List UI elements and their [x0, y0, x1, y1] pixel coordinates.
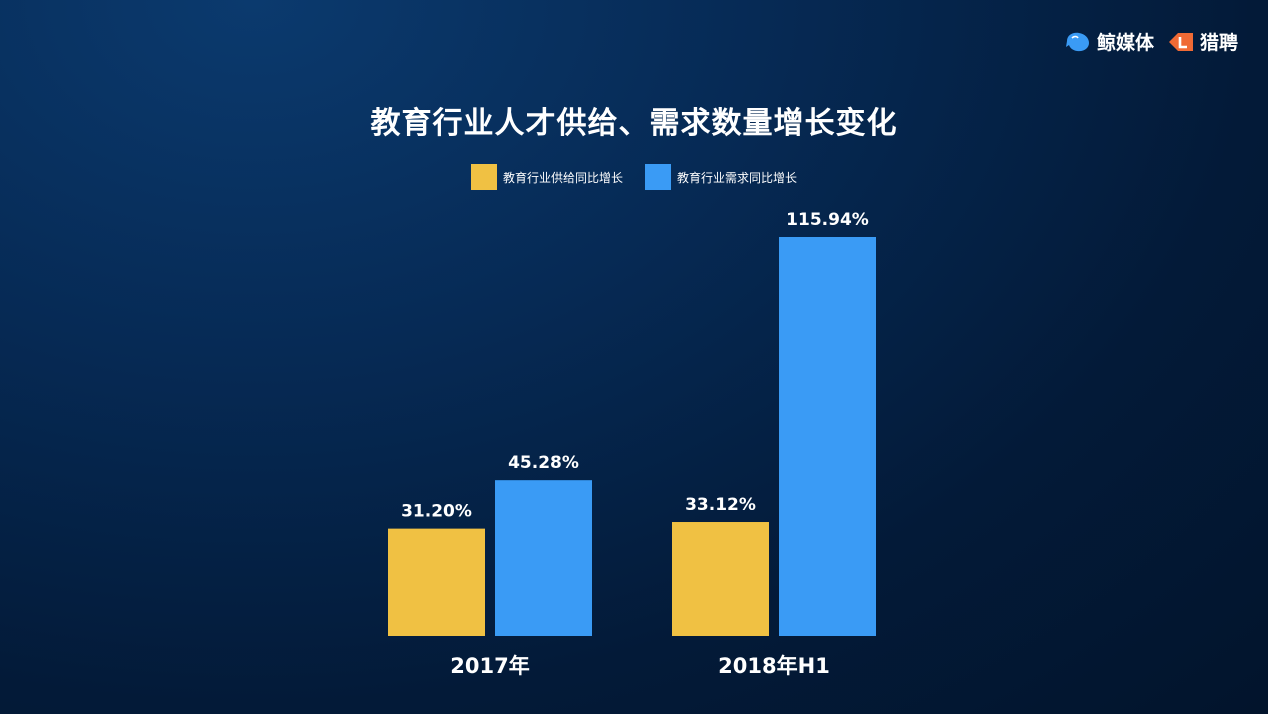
- bar-supply-0: [388, 528, 485, 636]
- legend-item-demand: 教育行业需求同比增长: [645, 164, 797, 190]
- data-label-supply-0: 31.20%: [401, 502, 472, 522]
- legend-label-supply: 教育行业供给同比增长: [502, 170, 623, 185]
- brand-jingmeiti: 鲸媒体: [1065, 28, 1154, 55]
- legend-item-supply: 教育行业供给同比增长: [470, 164, 623, 190]
- chart-title: 教育行业人才供给、需求数量增长变化: [370, 106, 898, 141]
- data-label-demand-0: 45.28%: [508, 453, 579, 473]
- bar-supply-1: [672, 522, 769, 636]
- whale-icon: [1065, 31, 1091, 53]
- x-tick-label-0: 2017年: [450, 654, 529, 678]
- brand-logos: 鲸媒体 猎聘: [1065, 28, 1238, 55]
- brand-jingmeiti-label: 鲸媒体: [1096, 32, 1154, 54]
- legend-swatch-supply: [470, 164, 497, 190]
- data-label-demand-1: 115.94%: [786, 210, 869, 230]
- legend-label-demand: 教育行业需求同比增长: [677, 170, 798, 185]
- legend-swatch-demand: [645, 164, 671, 190]
- chart-legend: 教育行业供给同比增长 教育行业需求同比增长: [0, 164, 1268, 190]
- x-tick-label-1: 2018年H1: [718, 654, 830, 678]
- liepin-logo-icon: [1168, 31, 1194, 53]
- data-label-supply-1: 33.12%: [685, 495, 756, 515]
- brand-liepin-label: 猎聘: [1199, 32, 1238, 54]
- bar-demand-1: [779, 237, 876, 636]
- brand-liepin: 猎聘: [1168, 28, 1238, 55]
- bar-demand-0: [495, 480, 592, 636]
